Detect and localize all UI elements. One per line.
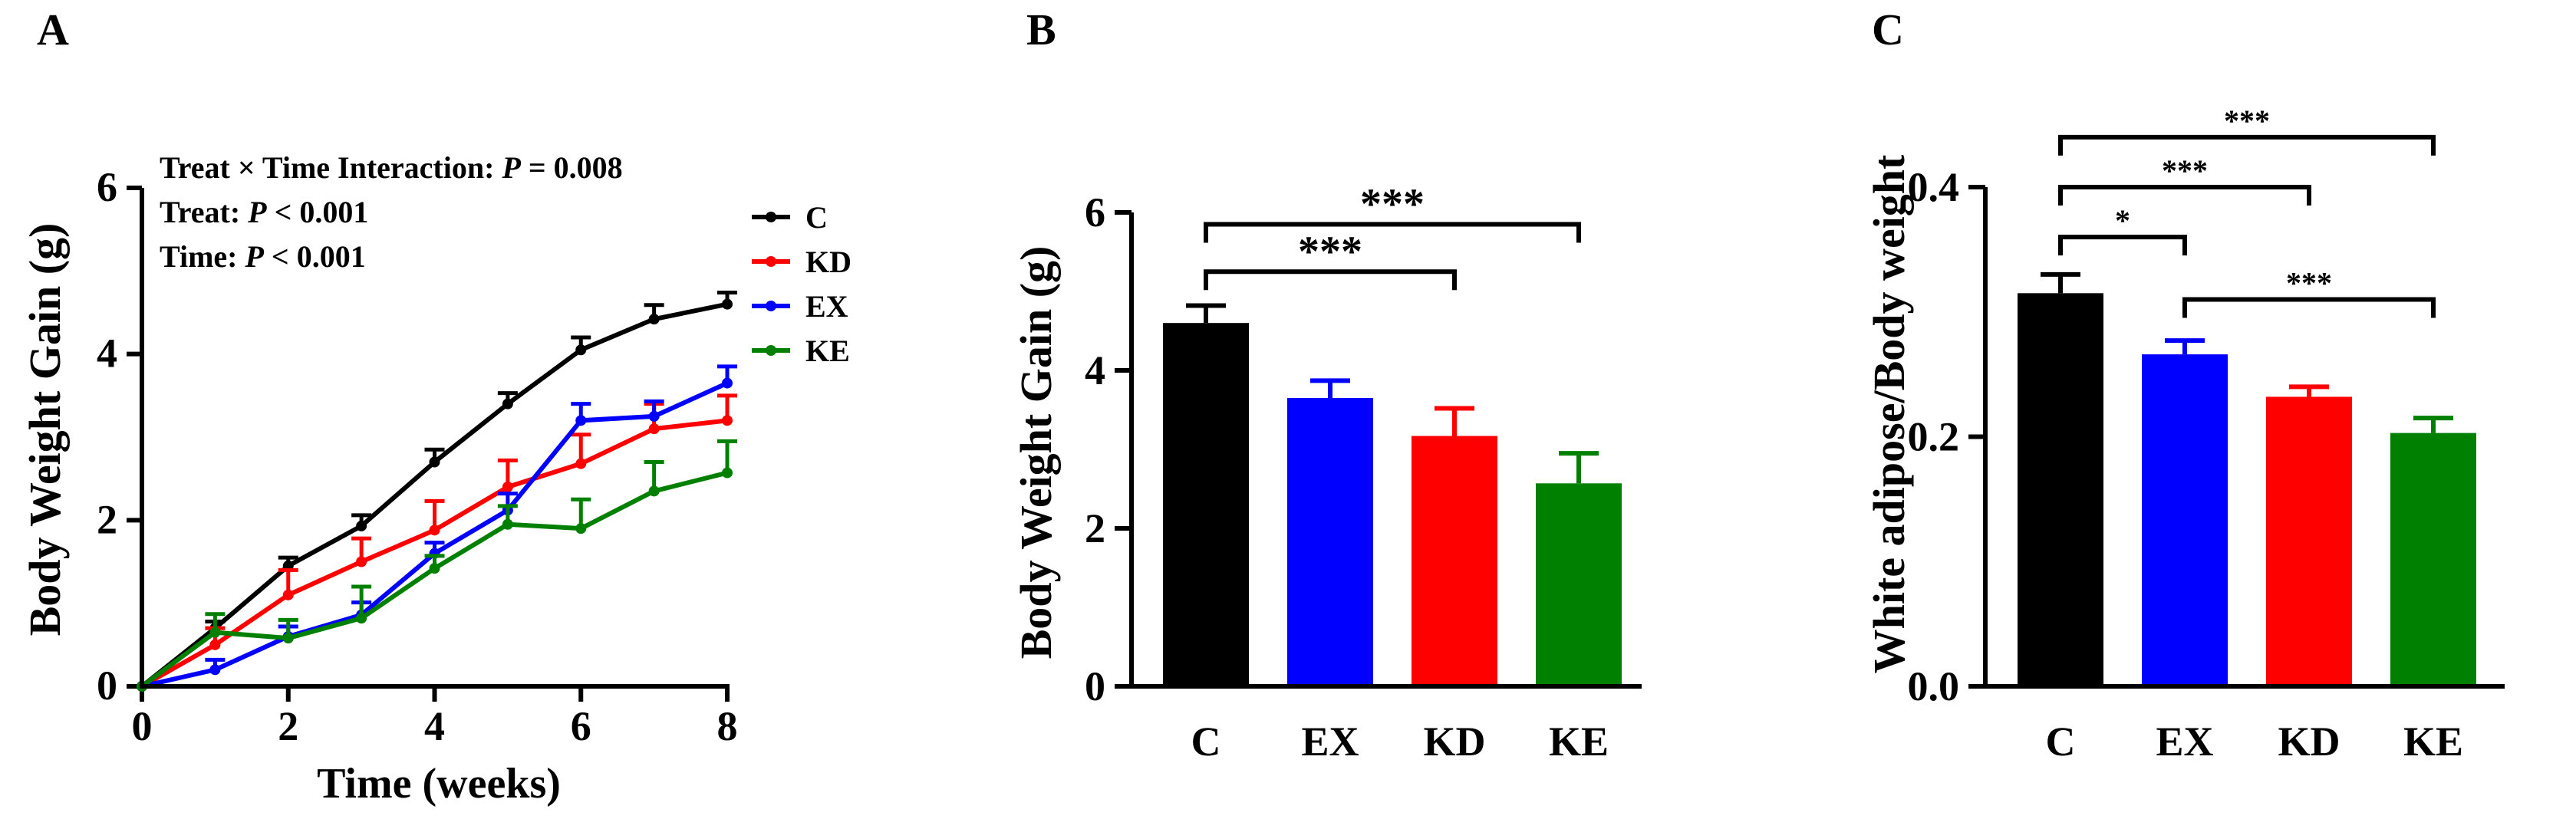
legend-marker-ke — [766, 345, 776, 356]
c-sig-label-1: *** — [2162, 153, 2208, 188]
b-ytick-label-1: 2 — [1085, 505, 1105, 551]
b-sig-label-0: *** — [1298, 228, 1362, 275]
series-ke-point-5 — [502, 518, 513, 530]
c-bar-ke — [2390, 433, 2476, 686]
legend-marker-c — [766, 212, 776, 222]
c-ytick-label-2: 0.4 — [1908, 164, 1960, 210]
series-ke-point-2 — [282, 633, 294, 644]
panel-a-xlabel: Time (weeks) — [317, 760, 561, 807]
panel-c-ylabel: White adipose/Body weight — [1864, 154, 1914, 673]
b-xtick-label-kd: KD — [1424, 719, 1486, 765]
c-sig-bracket-1 — [2058, 185, 2311, 206]
panel-a-xtick-label-0: 0 — [132, 703, 153, 749]
series-ke-point-3 — [356, 613, 367, 624]
c-ytick-label-0: 0.0 — [1908, 663, 1960, 709]
panel-letter-c: C — [1872, 5, 1904, 54]
panel-a-xtick-label-1: 2 — [278, 703, 298, 749]
stat-treat: Treat: P < 0.001 — [160, 195, 368, 229]
series-ke-point-1 — [209, 627, 221, 638]
b-bar-kd — [1412, 436, 1497, 686]
b-bar-ke — [1536, 483, 1622, 686]
series-ke-point-7 — [648, 485, 660, 497]
panel-c-bar-chart: White adipose/Body weight C EX KD KE 0.0 0.2… — [1864, 104, 2505, 765]
series-ex-point-1 — [209, 664, 221, 676]
panel-letter-b: B — [1026, 5, 1056, 54]
legend-label-ex: EX — [805, 289, 848, 324]
series-ke-point-4 — [429, 563, 440, 574]
c-bar-kd — [2266, 396, 2352, 686]
series-c-point-8 — [722, 298, 733, 310]
series-c-point-5 — [502, 398, 513, 410]
stat-time: Time: P < 0.001 — [160, 239, 366, 274]
series-kd-point-4 — [429, 525, 440, 536]
series-kd-point-8 — [722, 415, 733, 426]
series-c-point-3 — [356, 520, 367, 531]
b-sig-label-1: *** — [1360, 180, 1425, 228]
panel-a-ytick-label-1: 2 — [97, 496, 117, 542]
panel-a-line-chart: Body Weight Gain (g) Time (weeks) 0 2 4 6 0 2… — [20, 164, 852, 807]
c-bar-ex — [2142, 354, 2228, 686]
stat-interaction: Treat × Time Interaction: P = 0.008 — [160, 150, 623, 185]
b-bar-ex — [1287, 398, 1373, 686]
panel-b-ylabel: Body Weight Gain (g) — [1011, 246, 1061, 659]
c-sig-label-0: * — [2115, 203, 2130, 238]
series-c-point-7 — [648, 314, 660, 325]
legend-label-ke: KE — [805, 334, 850, 368]
c-sig-label-2: *** — [2224, 104, 2270, 138]
series-ex-point-7 — [648, 410, 660, 422]
c-bar-c — [2018, 293, 2103, 686]
series-kd-point-7 — [648, 423, 660, 435]
c-sig-label-3: *** — [2286, 265, 2332, 300]
panel-a-ytick-label-3: 6 — [97, 164, 117, 210]
series-kd-point-5 — [502, 482, 513, 492]
panel-letter-a: A — [37, 5, 69, 54]
series-ke-point-8 — [722, 467, 733, 479]
b-xtick-label-ke: KE — [1549, 719, 1609, 765]
series-ex-point-8 — [722, 377, 733, 389]
series-kd-point-3 — [356, 556, 367, 567]
panel-a-xtick-label-2: 4 — [424, 703, 445, 749]
c-sig-bracket-0 — [2058, 235, 2187, 256]
b-xtick-label-c: C — [1191, 719, 1221, 765]
legend-label-kd: KD — [805, 245, 852, 279]
b-sig-bracket-0 — [1204, 269, 1457, 291]
b-bar-c — [1163, 323, 1249, 686]
panel-a-ytick-label-0: 0 — [97, 663, 117, 709]
b-xtick-label-ex: EX — [1301, 719, 1359, 765]
c-sig-bracket-3 — [2182, 297, 2436, 318]
legend-marker-kd — [766, 256, 776, 267]
series-kd-point-1 — [209, 639, 221, 650]
b-ytick-label-2: 4 — [1085, 347, 1105, 393]
panel-a-ylabel: Body Weight Gain (g) — [20, 223, 70, 636]
series-c-point-4 — [429, 456, 440, 468]
series-ex-point-6 — [575, 415, 587, 426]
series-c-point-6 — [575, 344, 587, 356]
c-xtick-label-ex: EX — [2156, 719, 2213, 765]
series-kd-point-2 — [282, 589, 294, 600]
series-kd-point-6 — [575, 458, 587, 469]
panel-b-bar-chart: Body Weight Gain (g) C EX KD KE 0 2 4 6 ****** — [1011, 180, 1642, 765]
legend-marker-ex — [766, 301, 776, 311]
panel-a-ytick-label-2: 4 — [97, 331, 117, 377]
legend-label-c: C — [805, 200, 828, 235]
c-sig-bracket-2 — [2058, 134, 2436, 156]
c-xtick-label-kd: KD — [2278, 719, 2340, 765]
b-ytick-label-3: 6 — [1085, 189, 1105, 235]
panel-a-xtick-label-3: 6 — [571, 703, 591, 749]
series-c-line — [140, 301, 728, 689]
c-xtick-label-ke: KE — [2403, 719, 2463, 765]
series-ke-point-6 — [575, 523, 587, 534]
c-ytick-label-1: 0.2 — [1908, 414, 1960, 460]
b-ytick-label-0: 0 — [1085, 663, 1105, 709]
panel-a-xtick-label-4: 8 — [717, 703, 738, 749]
c-xtick-label-c: C — [2046, 719, 2076, 765]
b-sig-bracket-1 — [1204, 222, 1581, 243]
